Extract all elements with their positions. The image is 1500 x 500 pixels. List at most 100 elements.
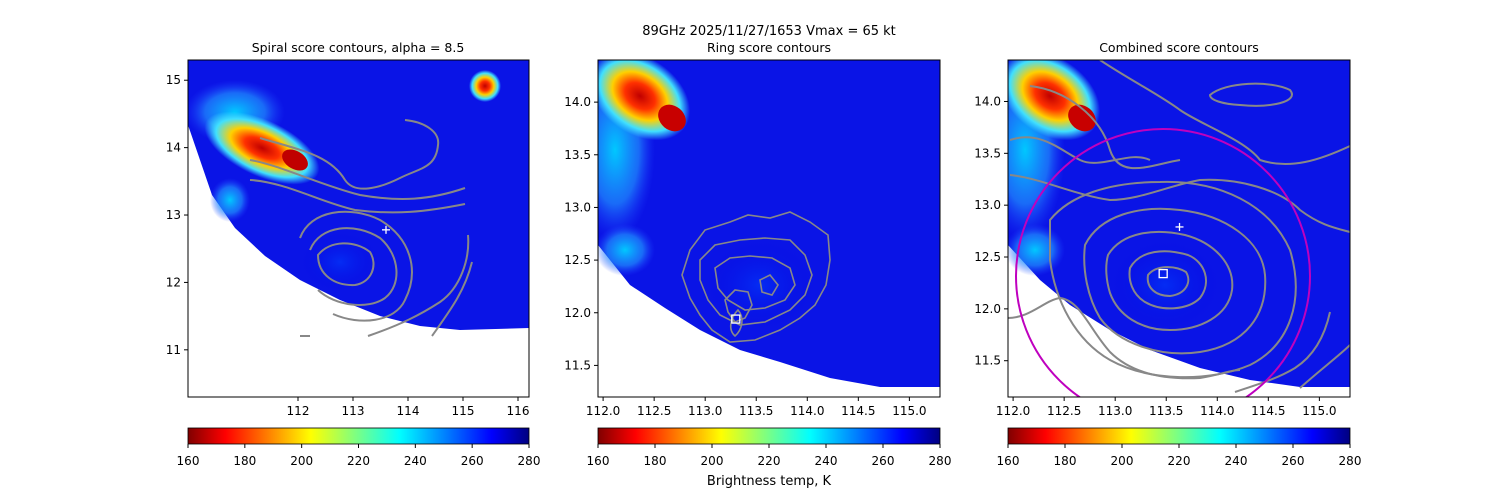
colorbar-tick-label: 200 bbox=[701, 454, 724, 468]
colorbar-tick-label: 220 bbox=[1168, 454, 1191, 468]
data-swath bbox=[598, 60, 940, 387]
contour bbox=[681, 211, 831, 343]
contour bbox=[1009, 136, 1151, 164]
ring-circle bbox=[1015, 128, 1311, 397]
y-tick-label: 12.0 bbox=[974, 302, 1001, 316]
x-tick-label: 113.5 bbox=[739, 404, 773, 418]
y-tick-label: 12 bbox=[166, 275, 181, 289]
contour bbox=[1008, 296, 1241, 380]
y-tick-label: 13.5 bbox=[974, 146, 1001, 160]
plot-frame bbox=[597, 59, 941, 398]
cold-cloud bbox=[469, 70, 501, 102]
colorbar-tick-label: 260 bbox=[1282, 454, 1305, 468]
y-axis: 11.5 12.0 12.5 13.0 13.5 14.0 bbox=[564, 95, 598, 372]
y-tick-label: 11.5 bbox=[974, 354, 1001, 368]
contour bbox=[309, 227, 398, 306]
y-axis: 11.5 12.0 12.5 13.0 13.5 14.0 bbox=[974, 94, 1008, 368]
x-tick-label: 114.5 bbox=[841, 404, 875, 418]
colorbar-tick-label: 280 bbox=[1339, 454, 1362, 468]
center-plus-marker bbox=[382, 225, 390, 234]
contour bbox=[1128, 250, 1207, 310]
contour bbox=[759, 273, 779, 296]
y-tick-label: 14 bbox=[166, 141, 181, 155]
x-tick-label: 115.0 bbox=[892, 404, 926, 418]
colorbar-ticks: 160 180 200 220 240 260 280 bbox=[177, 444, 541, 468]
colorbar-tick-label: 160 bbox=[587, 454, 610, 468]
contour bbox=[299, 210, 413, 322]
contour bbox=[1299, 344, 1350, 389]
colorbar-tick-label: 180 bbox=[1054, 454, 1077, 468]
panel-spiral: Spiral score contours, alpha = 8.5 bbox=[166, 40, 530, 418]
contour bbox=[724, 289, 753, 323]
brightness-image bbox=[1008, 60, 1350, 397]
markers-c bbox=[1158, 222, 1184, 279]
contour bbox=[249, 179, 466, 214]
x-axis: 112.0 112.5 113.0 113.5 114.0 114.5 115.0 bbox=[586, 397, 927, 418]
y-axis: 11 12 13 14 15 bbox=[166, 73, 188, 357]
colorbar-tick-label: 240 bbox=[404, 454, 427, 468]
contour bbox=[729, 308, 743, 338]
y-tick-label: 11.5 bbox=[564, 358, 591, 372]
contour bbox=[1049, 180, 1297, 379]
y-tick-label: 13.0 bbox=[974, 198, 1001, 212]
center-square-marker bbox=[731, 314, 741, 324]
x-tick-label: 113.0 bbox=[688, 404, 722, 418]
colorbar-gradient bbox=[1007, 427, 1351, 445]
center-plus-marker bbox=[1175, 222, 1184, 231]
colorbar-tick-label: 260 bbox=[461, 454, 484, 468]
figure-suptitle: 89GHz 2025/11/27/1653 Vmax = 65 kt bbox=[642, 24, 896, 39]
y-tick-label: 11 bbox=[166, 343, 181, 357]
y-tick-label: 15 bbox=[166, 73, 181, 87]
x-tick-label: 112.0 bbox=[586, 404, 620, 418]
colorbar-label: Brightness temp, K bbox=[707, 474, 832, 489]
contour bbox=[1208, 82, 1293, 107]
plot-frame bbox=[1007, 59, 1351, 398]
colorbar-tick-label: 160 bbox=[177, 454, 200, 468]
center-square-marker bbox=[1158, 268, 1168, 279]
contours bbox=[681, 211, 831, 343]
colorbar-a: 160 180 200 220 240 260 280 bbox=[177, 427, 541, 468]
contour bbox=[259, 119, 440, 190]
x-axis: 112 113 114 115 116 bbox=[287, 397, 530, 418]
y-tick-label: 14.0 bbox=[974, 94, 1001, 108]
x-tick-label: 113.5 bbox=[1149, 404, 1183, 418]
plot-frame bbox=[187, 59, 530, 398]
y-tick-label: 13 bbox=[166, 208, 181, 222]
contour bbox=[1009, 174, 1350, 233]
y-tick-label: 13.0 bbox=[564, 200, 591, 214]
contour bbox=[1105, 230, 1234, 332]
colorbar-ticks: 160 180 200 220 240 260 280 bbox=[587, 444, 952, 468]
contour bbox=[699, 237, 813, 326]
y-tick-label: 14.0 bbox=[564, 95, 591, 109]
y-tick-label: 13.5 bbox=[564, 148, 591, 162]
contour bbox=[1029, 85, 1181, 170]
eye bbox=[705, 240, 815, 330]
colorbar-c: 160 180 200 220 240 260 280 bbox=[997, 427, 1362, 468]
x-tick-label: 112.5 bbox=[637, 404, 671, 418]
contour bbox=[1146, 266, 1190, 298]
colorbar-tick-label: 260 bbox=[872, 454, 895, 468]
contours bbox=[1008, 60, 1350, 393]
x-tick-label: 116 bbox=[507, 404, 530, 418]
colorbar-gradient bbox=[187, 427, 530, 445]
colorbar-tick-label: 280 bbox=[929, 454, 952, 468]
x-tick-label: 112.0 bbox=[996, 404, 1030, 418]
panel-ring: Ring score contours 112.0 112.5 113.0 113.5… bbox=[564, 40, 941, 418]
colorbar-tick-label: 240 bbox=[815, 454, 838, 468]
contour bbox=[316, 242, 375, 287]
colorbar-b: 160 180 200 220 240 260 280 bbox=[587, 427, 952, 468]
contour bbox=[1099, 60, 1350, 166]
colorbar-tick-label: 180 bbox=[644, 454, 667, 468]
colorbar-tick-label: 180 bbox=[233, 454, 256, 468]
colorbar-tick-label: 240 bbox=[1225, 454, 1248, 468]
cold-cloud bbox=[598, 224, 655, 276]
x-axis: 112.0 112.5 113.0 113.5 114.0 114.5 115.0 bbox=[996, 397, 1337, 418]
x-tick-label: 112 bbox=[287, 404, 310, 418]
x-tick-label: 115 bbox=[452, 404, 475, 418]
colorbar-tick-label: 200 bbox=[290, 454, 313, 468]
colorbar-tick-label: 280 bbox=[518, 454, 541, 468]
x-tick-label: 112.5 bbox=[1047, 404, 1081, 418]
markers-b bbox=[731, 314, 741, 324]
colorbar-ticks: 160 180 200 220 240 260 280 bbox=[997, 444, 1362, 468]
